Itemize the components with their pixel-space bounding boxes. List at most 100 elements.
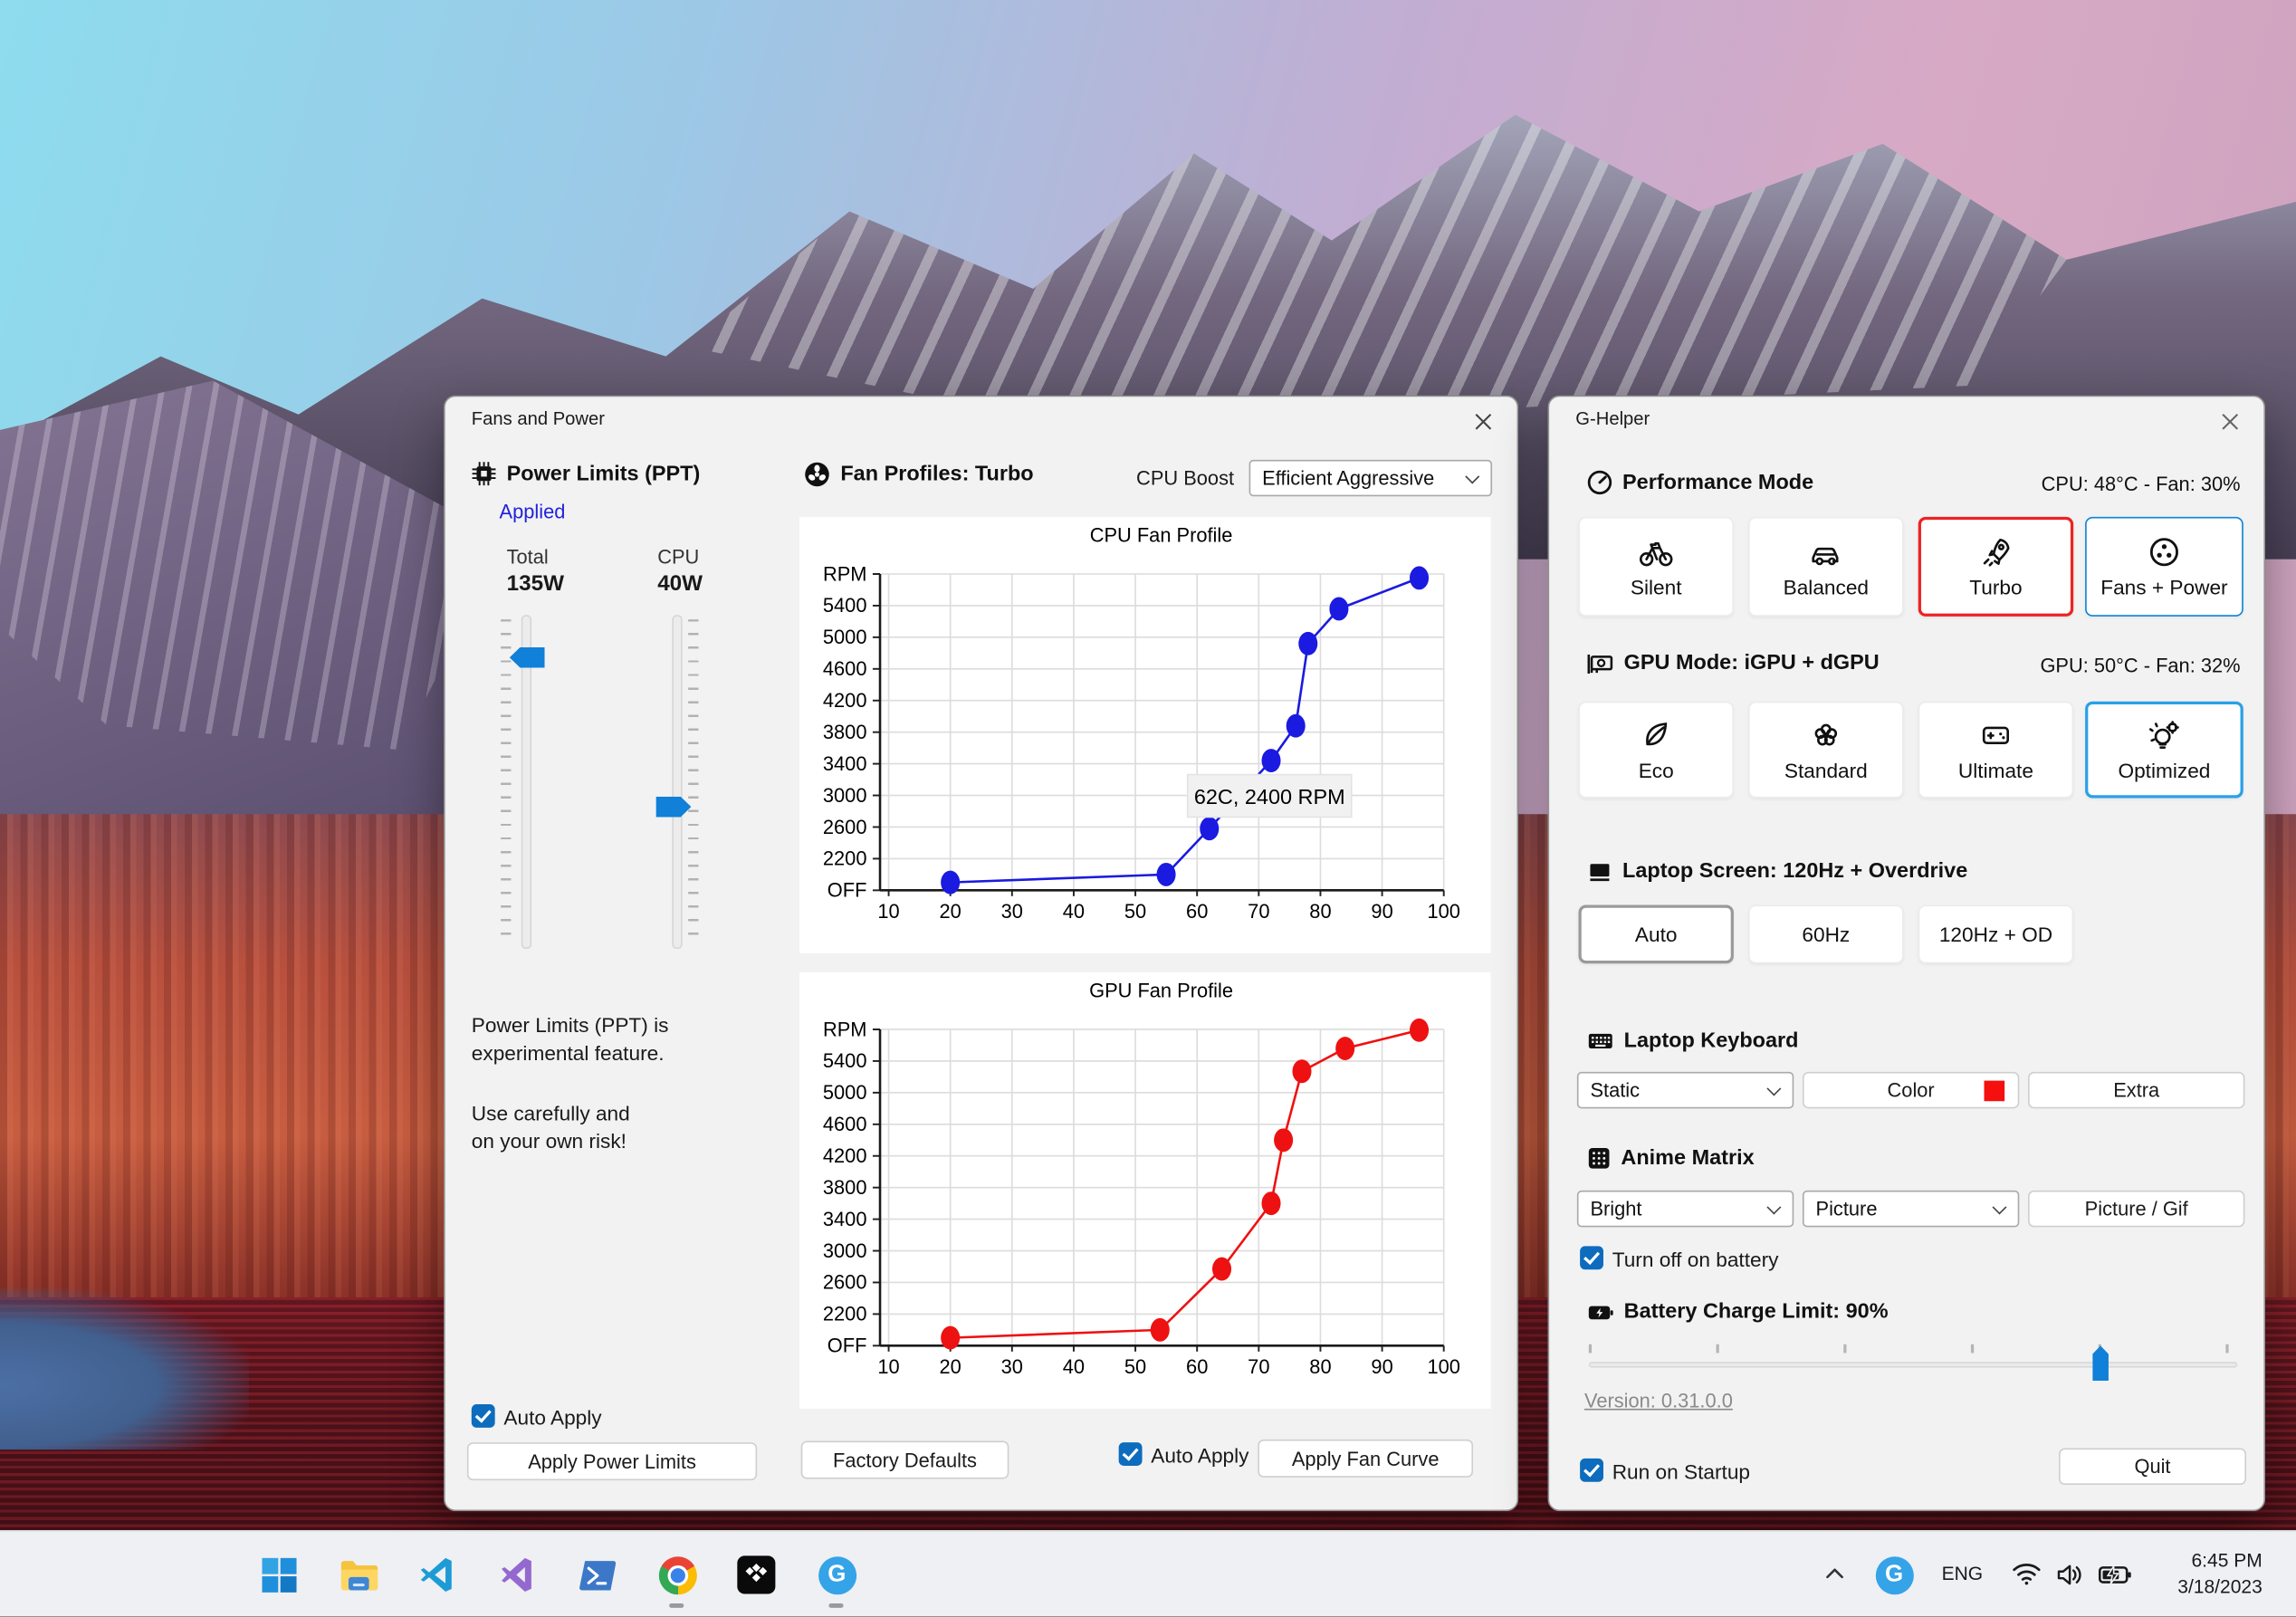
svg-text:RPM: RPM	[823, 1018, 867, 1040]
tidal-button[interactable]	[737, 1555, 777, 1595]
battery-slider-thumb[interactable]	[2092, 1345, 2109, 1382]
turn-off-on-battery-checkbox[interactable]	[1580, 1246, 1603, 1270]
wifi-tray-button[interactable]	[2011, 1558, 2043, 1591]
keyboard-mode-select[interactable]: Static	[1576, 1071, 1794, 1109]
perf-fans-power-button[interactable]: Fans + Power	[2085, 516, 2243, 617]
run-on-startup-checkbox[interactable]	[1580, 1458, 1603, 1482]
keyboard-color-button[interactable]: Color	[1802, 1071, 2020, 1109]
volume-icon	[2057, 1564, 2081, 1584]
total-slider-track[interactable]	[521, 615, 532, 950]
anime-matrix-title: Anime Matrix	[1621, 1146, 1755, 1171]
total-slider-thumb[interactable]	[509, 646, 545, 668]
gpu-eco-button[interactable]: Eco	[1578, 701, 1734, 799]
keyboard-extra-button[interactable]: Extra	[2028, 1071, 2245, 1109]
svg-text:70: 70	[1248, 900, 1269, 923]
battery-charging-icon	[2098, 1563, 2130, 1584]
fan-profiles-title: Fan Profiles: Turbo	[840, 463, 1034, 486]
svg-text:CPU Fan Profile: CPU Fan Profile	[1090, 523, 1233, 546]
perf-balanced-label: Balanced	[1783, 575, 1870, 599]
close-button[interactable]	[1470, 408, 1497, 435]
svg-text:90: 90	[1371, 1355, 1392, 1378]
cpu-temp-fan-status: CPU: 48°C - Fan: 30%	[2041, 473, 2241, 495]
total-value: 135W	[506, 570, 564, 597]
file-explorer-button[interactable]	[339, 1555, 378, 1595]
applied-link[interactable]: Applied	[499, 501, 566, 523]
screen-60hz-button[interactable]: 60Hz	[1748, 904, 1904, 964]
auto-apply-power-checkbox[interactable]	[471, 1404, 495, 1428]
cpu-slider-thumb[interactable]	[655, 796, 692, 818]
battery-slider-track[interactable]	[1588, 1362, 2238, 1368]
svg-text:60: 60	[1186, 1355, 1208, 1378]
quit-button[interactable]: Quit	[2058, 1448, 2247, 1485]
cpu-slider-track[interactable]	[672, 615, 683, 950]
language-indicator[interactable]: ENG	[1941, 1562, 1984, 1584]
powershell-button[interactable]	[577, 1555, 617, 1595]
close-button[interactable]	[2217, 408, 2243, 435]
clock-date: 3/18/2023	[2177, 1575, 2263, 1598]
perf-silent-button[interactable]: Silent	[1578, 516, 1734, 617]
svg-text:20: 20	[940, 1355, 961, 1378]
folder-icon	[340, 1560, 378, 1590]
battery-slider-ticks	[1588, 1344, 2229, 1354]
tidal-icon	[737, 1555, 776, 1594]
screen-120hz-od-button[interactable]: 120Hz + OD	[1918, 904, 2074, 964]
gpu-optimized-button[interactable]: Optimized	[2085, 701, 2243, 799]
color-swatch	[1984, 1080, 2005, 1102]
svg-text:80: 80	[1309, 1355, 1331, 1378]
cpu-boost-select[interactable]: Efficient Aggressive	[1248, 459, 1493, 497]
rocket-icon	[1983, 539, 2010, 567]
cpu-fan-profile-chart[interactable]: 10 20 30 40 50 60 70 80 90 100 RPM 5400 5000 4600 4200…	[799, 516, 1491, 953]
apply-fan-curve-button[interactable]: Apply Fan Curve	[1258, 1439, 1474, 1478]
close-icon	[2222, 413, 2239, 430]
matrix-brightness-select[interactable]: Bright	[1576, 1190, 1794, 1228]
gpu-fan-profile-chart[interactable]: 10 20 30 40 50 60 70 80 90 100 RPM 5400 5000 4600 4200…	[799, 971, 1491, 1409]
g-helper-button[interactable]: G	[817, 1555, 856, 1595]
battery-tray-button[interactable]	[2097, 1558, 2132, 1591]
svg-text:4600: 4600	[823, 1113, 867, 1135]
screen-auto-button[interactable]: Auto	[1578, 904, 1734, 964]
version-link[interactable]: Version: 0.31.0.0	[1583, 1389, 1733, 1412]
performance-mode-title: Performance Mode	[1622, 470, 1814, 494]
matrix-running-select[interactable]: Picture	[1802, 1190, 2020, 1228]
svg-text:30: 30	[1001, 900, 1023, 923]
svg-text:40: 40	[1063, 1355, 1085, 1378]
gpu-standard-button[interactable]: Standard	[1748, 701, 1904, 799]
perf-turbo-button[interactable]: Turbo	[1918, 516, 2074, 617]
gpu-ultimate-button[interactable]: Ultimate	[1918, 701, 2074, 799]
car-icon	[1812, 547, 1839, 566]
apply-power-limits-button[interactable]: Apply Power Limits	[466, 1442, 758, 1481]
power-limits-title: Power Limits (PPT)	[506, 462, 701, 486]
visual-studio-button[interactable]	[498, 1555, 538, 1595]
fan-profiles-header: Fan Profiles: Turbo	[804, 461, 1034, 487]
gpu-mode-title: GPU Mode: iGPU + dGPU	[1623, 651, 1880, 675]
fan-icon	[2149, 538, 2178, 567]
close-icon	[1475, 413, 1492, 430]
tray-overflow-button[interactable]	[1820, 1558, 1849, 1587]
perf-turbo-label: Turbo	[1969, 575, 2023, 599]
cpu-boost-value: Efficient Aggressive	[1262, 466, 1435, 490]
flower-icon	[1814, 723, 1838, 746]
volume-tray-button[interactable]	[2054, 1558, 2087, 1591]
chrome-button[interactable]	[657, 1555, 697, 1595]
auto-apply-power-label: Auto Apply	[503, 1405, 602, 1430]
matrix-running-value: Picture	[1815, 1197, 1878, 1220]
factory-defaults-button[interactable]: Factory Defaults	[800, 1440, 1009, 1479]
auto-apply-fan-checkbox[interactable]	[1118, 1442, 1143, 1466]
performance-mode-header: Performance Mode	[1587, 470, 1814, 495]
clock[interactable]: 6:45 PM 3/18/2023	[2177, 1548, 2263, 1601]
svg-text:100: 100	[1427, 900, 1459, 923]
vscode-button[interactable]	[417, 1555, 457, 1595]
cpu-chip-icon	[472, 462, 496, 486]
battery-charge-limit-header: Battery Charge Limit: 90%	[1587, 1300, 1889, 1324]
matrix-picture-gif-button[interactable]: Picture / Gif	[2028, 1190, 2245, 1228]
svg-text:3800: 3800	[823, 721, 867, 743]
svg-text:4200: 4200	[823, 1144, 867, 1167]
gpu-temp-fan-status: GPU: 50°C - Fan: 32%	[2040, 654, 2241, 677]
g-helper-icon: G	[818, 1555, 856, 1594]
windows-start-button[interactable]	[259, 1555, 299, 1595]
perf-balanced-button[interactable]: Balanced	[1748, 516, 1904, 617]
perf-silent-label: Silent	[1630, 575, 1682, 599]
screen-60hz-label: 60Hz	[1802, 922, 1851, 946]
g-helper-tray-button[interactable]: G	[1874, 1555, 1914, 1595]
